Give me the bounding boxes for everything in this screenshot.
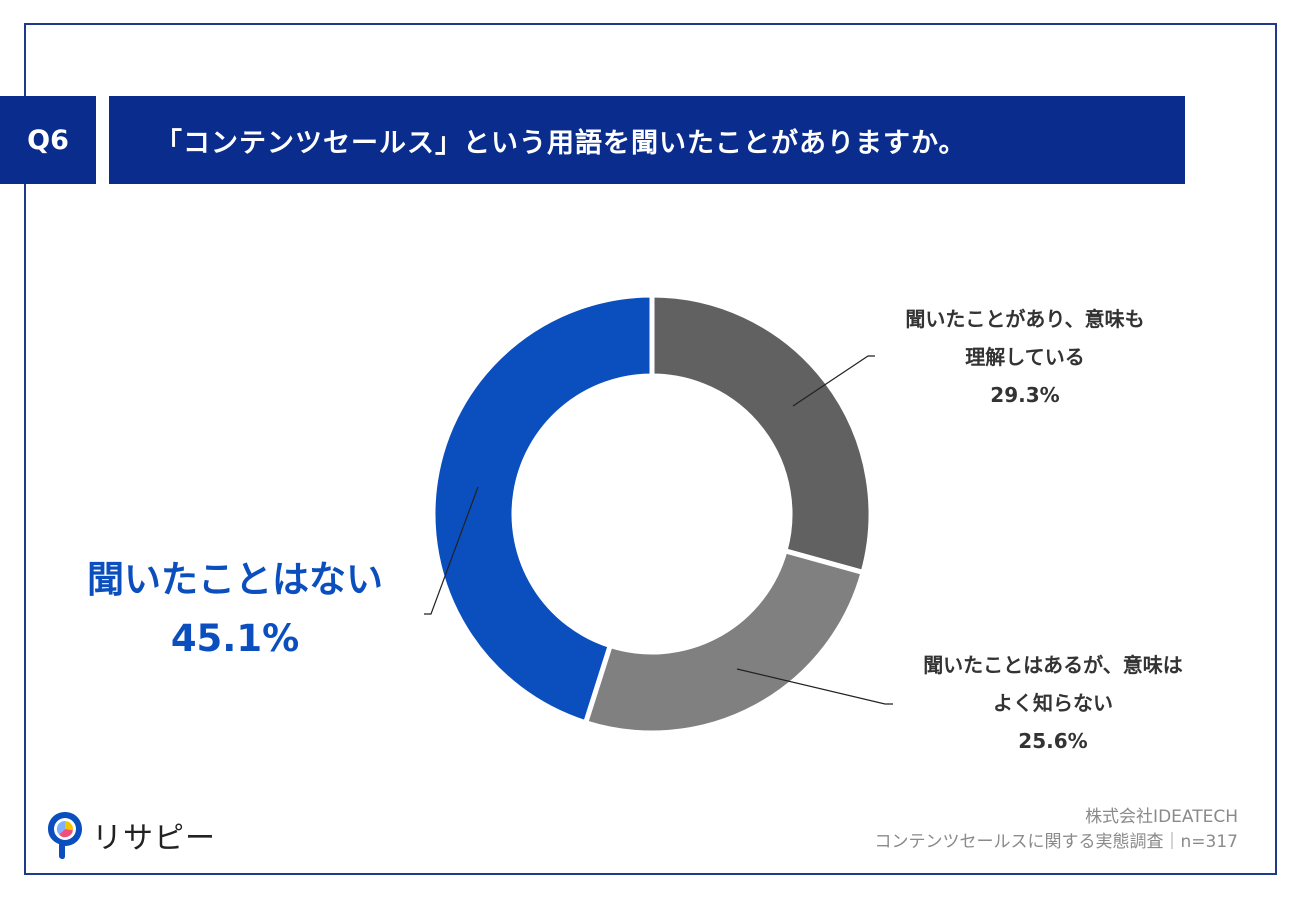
leader-line-never-heard [424,486,479,615]
data-label-understand-line1: 聞いたことがあり、意味も [905,307,1145,331]
source-company: 株式会社IDEATECH [1085,807,1238,827]
question-number-badge: Q6 [0,96,96,184]
slice-never-heard [430,292,655,726]
question-title: 「コンテンツセールス」という用語を聞いたことがありますか。 [109,96,1185,184]
data-label-heard-line2: よく知らない [993,691,1113,715]
source-survey: コンテンツセールスに関する実態調査｜n=317 [874,832,1238,852]
slice-understand [649,292,874,576]
data-label-heard-value: 25.6% [1018,729,1088,753]
data-label-heard-not-understand: 聞いたことはあるが、意味は よく知らない 25.6% [890,646,1216,760]
data-label-heard-line1: 聞いたことはあるが、意味は [923,653,1183,677]
data-label-never-heard-text: 聞いたことはない [87,558,383,601]
leader-line-understand [792,355,875,407]
risapy-logo: リサピー [46,810,216,860]
logo-wordmark: リサピー [92,821,216,856]
data-label-understand-line2: 理解している [965,345,1085,369]
data-label-never-heard-value: 45.1% [170,617,300,660]
leader-line-heard-not-understand [736,668,893,705]
page-frame [24,23,1277,875]
slice-heard-not-understand [582,547,867,736]
pie-pin-icon [48,812,82,859]
data-label-understand-value: 29.3% [990,383,1060,407]
data-label-never-heard: 聞いたことはない 45.1% [60,552,410,670]
source-note: 株式会社IDEATECH コンテンツセールスに関する実態調査｜n=317 [875,805,1238,855]
data-label-understand: 聞いたことがあり、意味も 理解している 29.3% [870,300,1180,414]
